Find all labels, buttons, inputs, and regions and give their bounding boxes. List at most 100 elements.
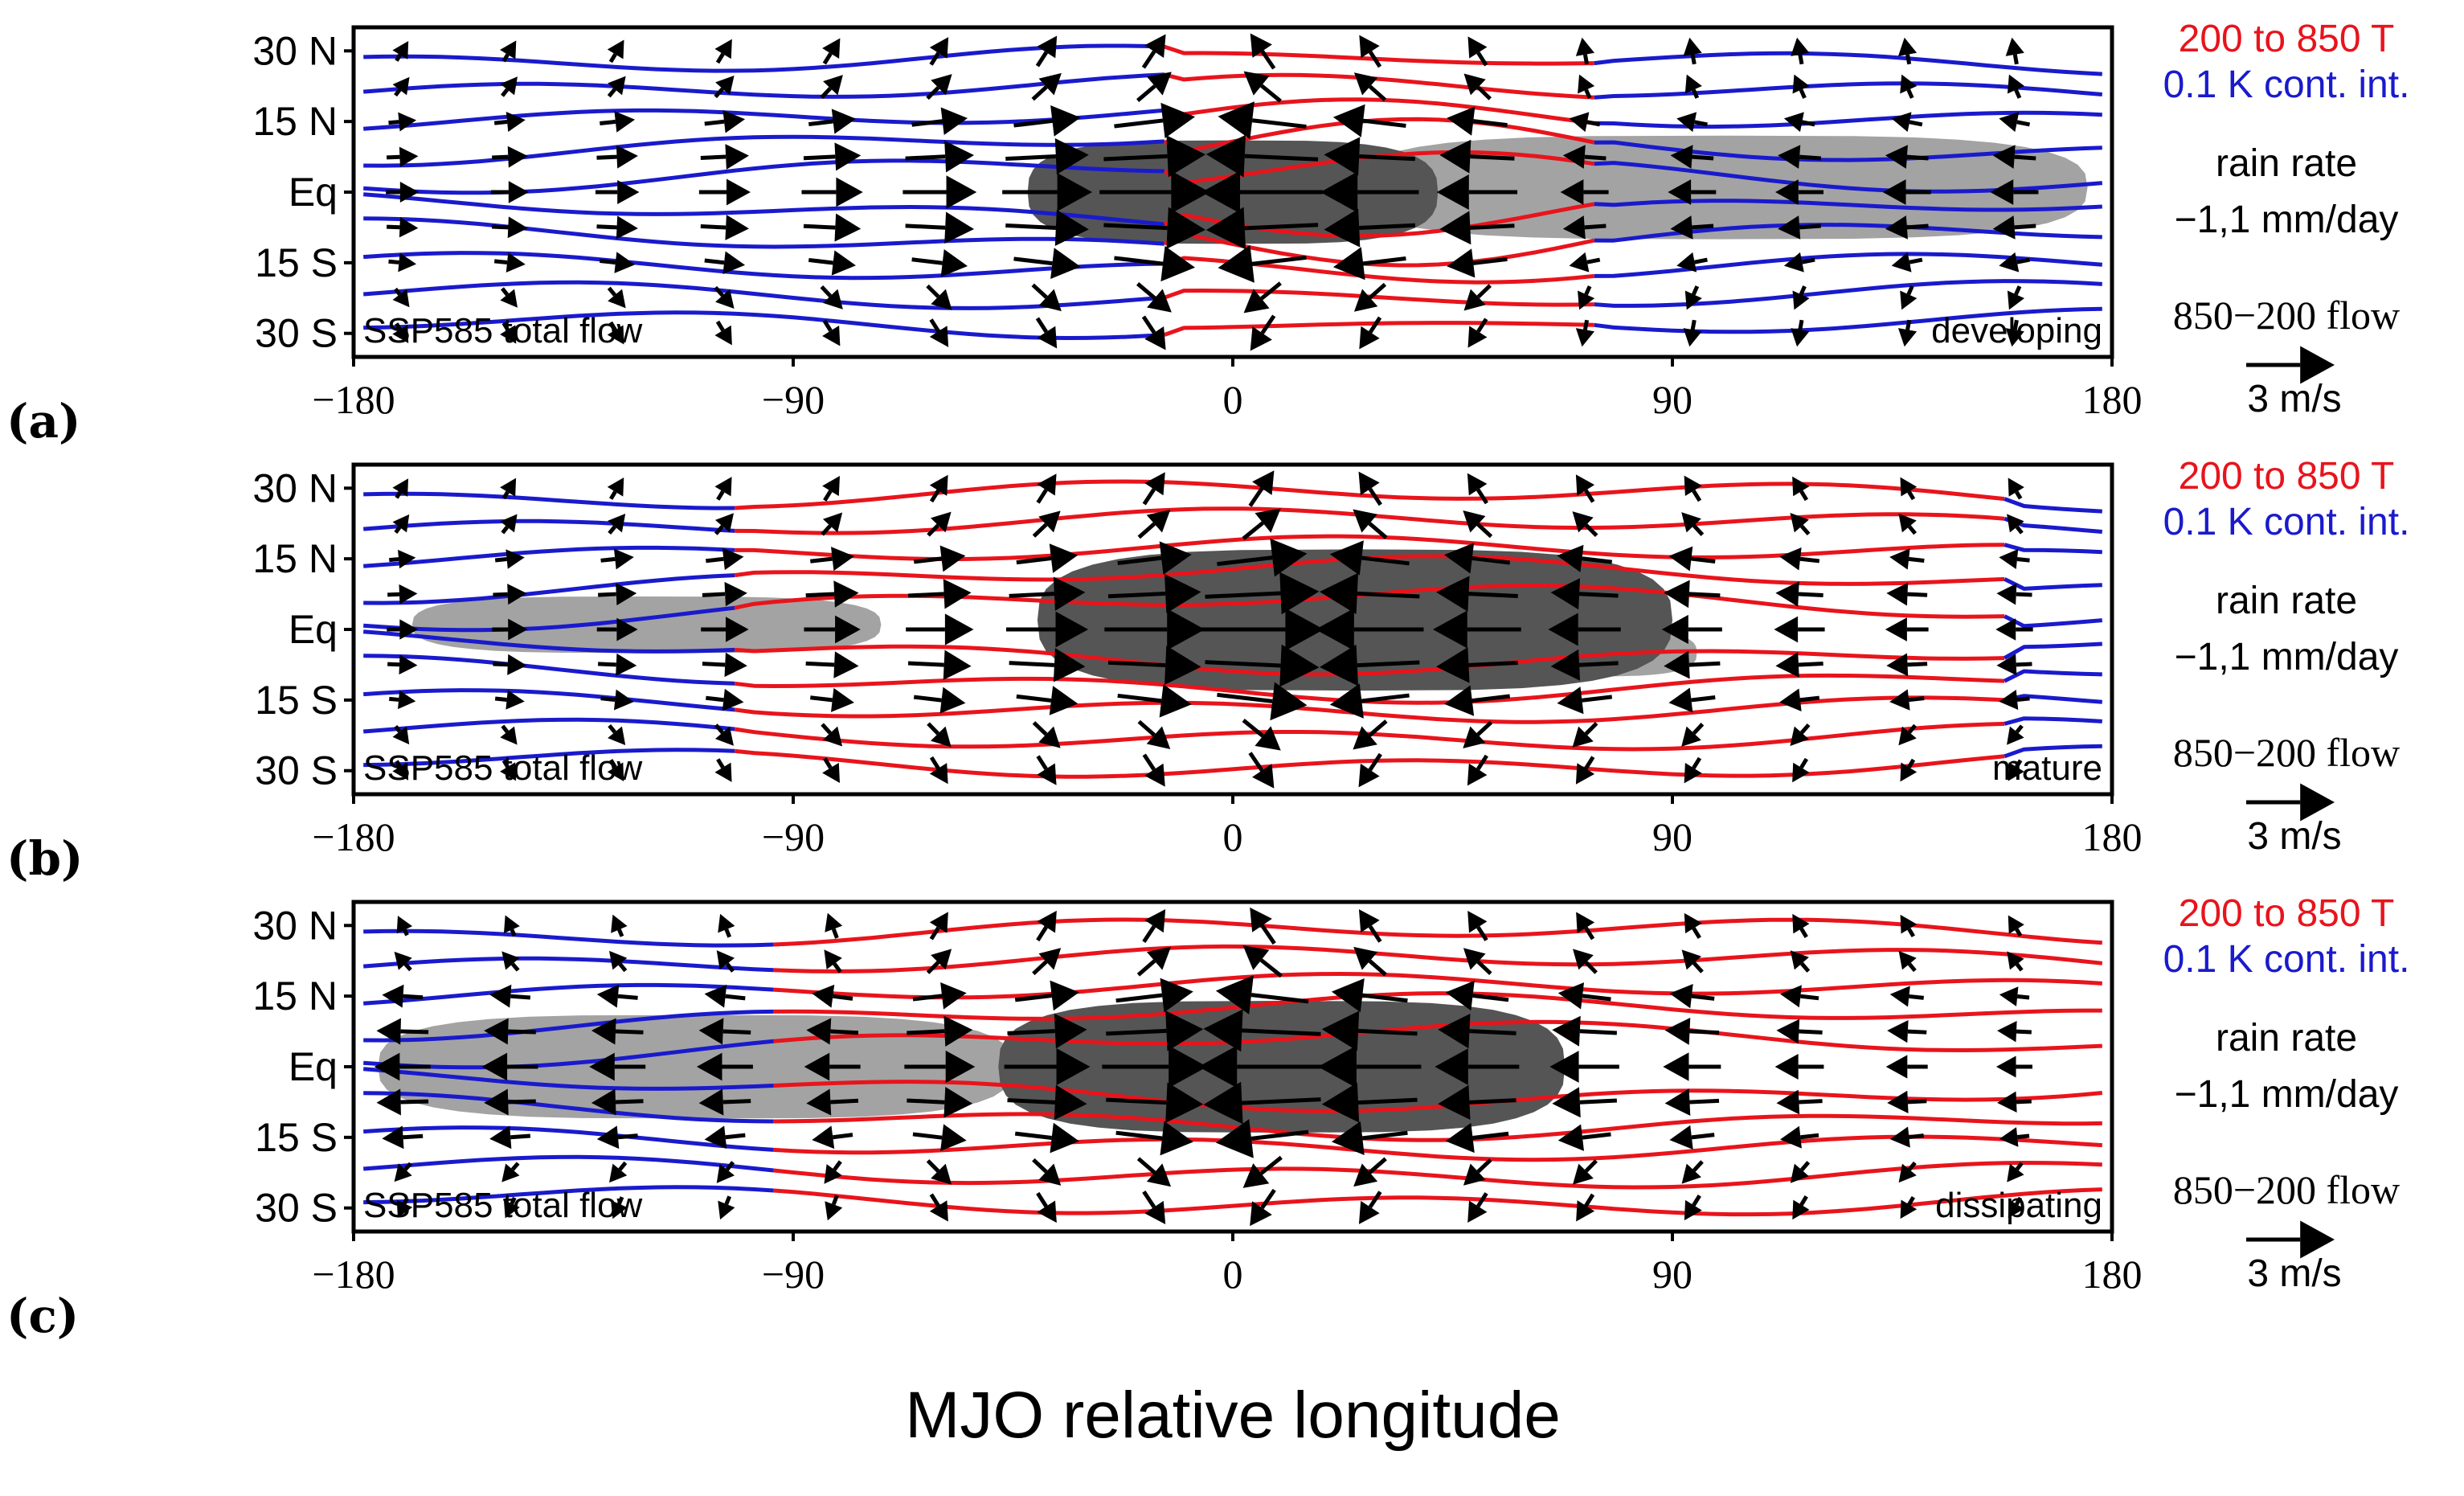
flow-vector [494, 690, 525, 710]
flow-vector [905, 140, 975, 173]
flow-vector [1447, 106, 1508, 136]
warm-contour [773, 1080, 2103, 1113]
flow-vector [1778, 215, 1822, 240]
cold-contour [1594, 140, 2102, 162]
flow-vector [387, 217, 419, 238]
flow-vector [2005, 319, 2024, 347]
flow-vector [1999, 112, 2031, 133]
flow-vector [907, 579, 972, 609]
flow-vector [1668, 546, 1716, 572]
flow-vector [714, 723, 735, 746]
cold-contour [363, 1009, 774, 1043]
y-tick-label: 15 S [255, 240, 338, 285]
flow-vector [591, 1088, 644, 1116]
reference-vector-label: 3 m/s [2247, 815, 2341, 858]
flow-vector [600, 689, 634, 711]
flow-vector [598, 653, 637, 676]
cold-contour [363, 928, 774, 948]
flow-vector [1201, 170, 1323, 214]
flow-vector [1572, 511, 1598, 538]
flow-vector [704, 984, 746, 1008]
flow-vector [929, 756, 948, 785]
flow-vector [1995, 1055, 2032, 1078]
flow-vector [1321, 1082, 1418, 1123]
flow-vector [2008, 1196, 2024, 1219]
cold-contour [363, 1067, 774, 1091]
cold-contour [2004, 694, 2102, 704]
panel-letter: (b) [6, 831, 83, 886]
flow-vector [607, 759, 624, 782]
flow-vector [1898, 1161, 1917, 1183]
flow-vector [1329, 683, 1410, 719]
flow-vector [501, 1162, 520, 1182]
warm-contour [1164, 72, 1594, 100]
x-tick-label: −90 [762, 1252, 825, 1297]
flow-vector [1205, 572, 1320, 615]
flow-vector [489, 1125, 531, 1150]
x-tick-label: −180 [312, 1252, 395, 1297]
flow-vector [1792, 74, 1810, 99]
flow-vector [822, 38, 841, 65]
x-tick-label: 180 [2082, 377, 2143, 422]
flow-vector [1439, 211, 1515, 245]
flow-vector [1790, 723, 1811, 746]
cold-contour [2004, 744, 2102, 759]
flow-vector [1898, 723, 1918, 746]
flow-vector [1005, 209, 1089, 246]
flow-vector [374, 1052, 431, 1081]
flow-vector [1684, 475, 1702, 502]
flow-vector [1891, 252, 1923, 273]
panel-left-label: SSP585 total flow [363, 311, 643, 350]
flow-vector [611, 1196, 628, 1219]
flow-vector [1996, 654, 2032, 676]
cold-contour [2004, 543, 2102, 555]
flow-vector [1900, 74, 1918, 99]
flow-vector [382, 1125, 424, 1150]
flow-vector [500, 477, 517, 500]
flow-vector [2007, 285, 2024, 310]
warm-contour [773, 1187, 2102, 1217]
flow-vector [1775, 652, 1823, 678]
flow-vector [2008, 759, 2024, 781]
y-tick-label: 30 N [252, 903, 338, 948]
flow-vector [1115, 1121, 1193, 1156]
flow-vector [1897, 37, 1918, 65]
flow-vector [1557, 1124, 1611, 1151]
flow-vector [824, 949, 842, 973]
flow-vector [1889, 689, 1925, 711]
flow-vector [929, 912, 948, 941]
flow-vector [392, 322, 409, 343]
flow-vector [810, 687, 854, 712]
flow-vector [1467, 36, 1488, 67]
flow-vector [1215, 1119, 1309, 1158]
legend-rain-label: rain rate [2216, 580, 2357, 622]
flow-vector [1780, 1125, 1819, 1149]
flow-vector [706, 547, 744, 571]
flow-vector [1467, 911, 1488, 941]
flow-vector [1103, 135, 1206, 178]
flow-vector [1999, 986, 2030, 1006]
cold-contour [363, 43, 1164, 73]
flow-vector [714, 513, 735, 535]
flow-vector [1463, 284, 1492, 311]
flow-vector [1669, 983, 1715, 1009]
cold-contour [363, 72, 1165, 99]
flow-vector [906, 613, 974, 646]
flow-vector [1444, 685, 1511, 716]
flow-vector [1463, 73, 1492, 100]
legend-flow-label: 850−200 flow [2173, 730, 2400, 775]
flow-vector [596, 617, 638, 641]
flow-vector [1992, 145, 2036, 169]
flow-vector [1218, 101, 1307, 140]
panel-phase-label: dissipating [1935, 1186, 2102, 1225]
flow-vector [1557, 544, 1613, 572]
cold-contour [363, 573, 735, 605]
flow-vector [607, 321, 624, 345]
flow-vector [1444, 543, 1511, 574]
flow-vector [929, 1193, 948, 1222]
flow-vector [1684, 285, 1702, 310]
flow-vector [484, 1018, 536, 1045]
legend-rain-levels: −1,1 mm/day [2175, 1073, 2399, 1116]
flow-vector [1438, 1084, 1516, 1120]
flow-vector [812, 1125, 853, 1150]
